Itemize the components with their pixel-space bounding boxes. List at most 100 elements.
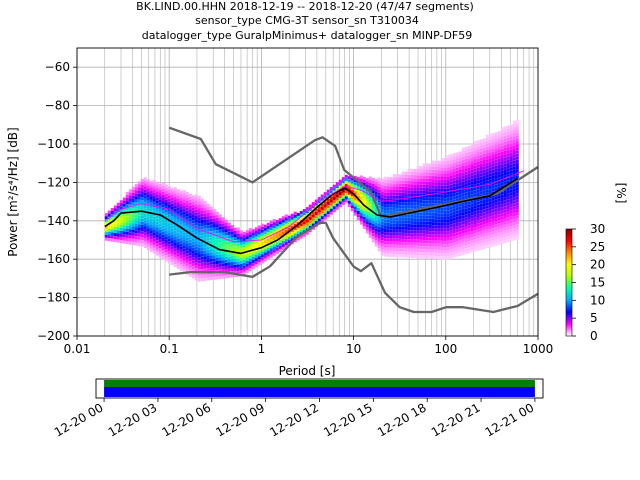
psd-density-cell	[458, 216, 462, 219]
psd-density-cell	[203, 213, 207, 217]
psd-density-cell	[155, 200, 159, 204]
psd-density-cell	[170, 188, 174, 192]
psd-density-cell	[515, 193, 519, 197]
psd-density-cell	[257, 225, 261, 229]
psd-density-cell	[446, 167, 450, 171]
psd-density-cell	[311, 217, 315, 221]
psd-density-cell	[194, 216, 198, 219]
psd-density-cell	[422, 249, 426, 253]
psd-density-cell	[374, 188, 378, 192]
psd-density-cell	[188, 218, 192, 222]
psd-density-cell	[230, 262, 234, 266]
psd-density-cell	[419, 224, 423, 228]
psd-density-cell	[383, 186, 387, 189]
psd-density-cell	[476, 146, 480, 150]
psd-density-cell	[500, 219, 504, 223]
psd-density-cell	[479, 197, 483, 201]
psd-density-cell	[431, 203, 435, 207]
psd-density-cell	[446, 216, 450, 220]
psd-density-cell	[362, 192, 366, 196]
psd-density-cell	[503, 157, 507, 161]
psd-density-cell	[104, 219, 108, 223]
psd-density-cell	[449, 243, 453, 247]
psd-density-cell	[350, 202, 354, 206]
psd-density-cell	[305, 219, 309, 223]
psd-density-cell	[458, 151, 462, 155]
psd-density-cell	[458, 240, 462, 244]
psd-density-cell	[233, 227, 237, 231]
psd-density-cell	[179, 264, 183, 268]
psd-density-cell	[380, 224, 384, 228]
psd-density-cell	[143, 229, 147, 233]
psd-density-cell	[497, 198, 501, 202]
psd-density-cell	[173, 254, 177, 258]
psd-density-cell	[413, 169, 417, 172]
psd-density-cell	[194, 237, 198, 241]
psd-density-cell	[404, 193, 408, 197]
psd-density-cell	[422, 181, 426, 185]
psd-density-cell	[326, 214, 330, 218]
psd-density-cell	[464, 226, 468, 230]
psd-density-cell	[188, 209, 192, 213]
psd-density-cell	[491, 163, 495, 167]
psd-density-cell	[344, 199, 348, 203]
psd-density-cell	[413, 227, 417, 231]
psd-density-cell	[395, 205, 399, 208]
psd-density-cell	[422, 212, 426, 216]
psd-density-cell	[368, 216, 372, 220]
psd-density-cell	[167, 189, 171, 193]
psd-density-cell	[257, 240, 261, 244]
psd-density-cell	[434, 166, 438, 170]
psd-density-cell	[170, 234, 174, 238]
psd-density-cell	[185, 207, 189, 211]
psd-density-cell	[254, 252, 258, 255]
psd-density-cell	[458, 194, 462, 198]
psd-density-cell	[446, 204, 450, 208]
psd-density-cell	[140, 185, 144, 188]
psd-density-cell	[449, 175, 453, 179]
psd-density-cell	[146, 222, 150, 226]
psd-density-cell	[416, 178, 420, 182]
psd-density-cell	[437, 240, 441, 244]
psd-density-cell	[386, 210, 390, 214]
psd-density-cell	[419, 243, 423, 246]
psd-density-cell	[515, 159, 519, 163]
psd-density-cell	[428, 188, 432, 192]
psd-density-cell	[407, 171, 411, 175]
psd-density-cell	[317, 218, 321, 222]
psd-density-cell	[488, 222, 492, 226]
psd-density-cell	[152, 198, 156, 202]
psd-density-cell	[491, 148, 495, 152]
psd-density-cell	[188, 261, 192, 265]
psd-density-cell	[200, 250, 204, 254]
psd-density-cell	[458, 246, 462, 250]
psd-density-cell	[329, 187, 333, 191]
psd-density-cell	[125, 219, 129, 223]
psd-density-cell	[119, 240, 123, 244]
psd-density-cell	[437, 197, 441, 201]
psd-density-cell	[281, 240, 285, 244]
psd-density-cell	[500, 207, 504, 211]
psd-density-cell	[434, 197, 438, 201]
psd-density-cell	[314, 208, 318, 212]
psd-density-cell	[257, 231, 261, 235]
psd-density-cell	[146, 194, 150, 198]
psd-density-cell	[269, 254, 273, 258]
psd-density-cell	[152, 238, 156, 242]
psd-density-cell	[284, 235, 288, 239]
psd-density-cell	[401, 254, 405, 258]
psd-density-cell	[467, 185, 471, 189]
psd-density-cell	[320, 197, 324, 201]
psd-density-cell	[479, 222, 483, 226]
psd-density-cell	[374, 219, 378, 223]
psd-density-cell	[185, 216, 189, 220]
psd-density-cell	[311, 220, 315, 224]
psd-density-cell	[365, 209, 369, 212]
psd-density-cell	[482, 184, 486, 188]
psd-density-cell	[410, 181, 414, 185]
psd-density-cell	[428, 172, 432, 176]
psd-density-cell	[182, 196, 186, 200]
psd-density-cell	[176, 204, 180, 208]
psd-density-cell	[485, 150, 489, 153]
psd-density-cell	[359, 178, 363, 182]
